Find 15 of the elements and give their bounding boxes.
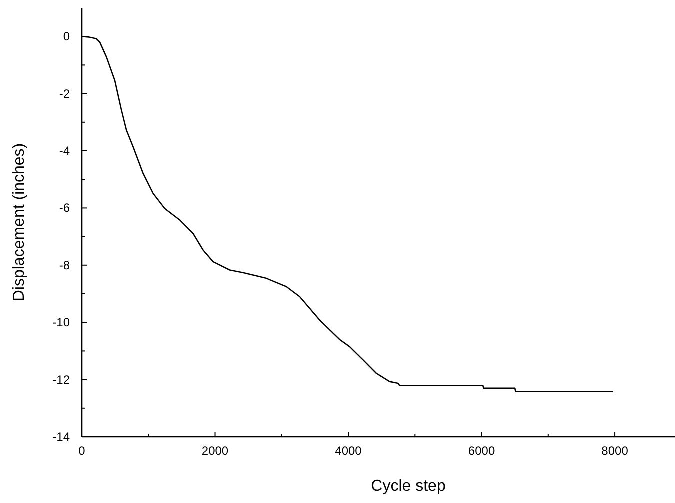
y-tick-label: -4 (59, 144, 70, 158)
x-tick-label: 0 (78, 444, 86, 458)
y-tick-label: -14 (52, 430, 70, 444)
y-tick-label: -2 (59, 86, 70, 101)
y-tick-label: -10 (52, 316, 70, 330)
y-tick-label: -8 (59, 258, 70, 272)
y-tick-label: -6 (59, 201, 70, 216)
y-axis-title: Displacement (inches) (11, 143, 28, 302)
x-tick-label: 4000 (335, 444, 362, 458)
x-tick-label: 8000 (602, 444, 629, 458)
x-axis-title: Cycle step (371, 478, 446, 495)
x-tick-label: 2000 (202, 444, 229, 458)
x-tick-label: 6000 (468, 444, 496, 458)
y-tick-label: 0 (63, 30, 70, 44)
y-tick-label: -12 (52, 372, 70, 387)
